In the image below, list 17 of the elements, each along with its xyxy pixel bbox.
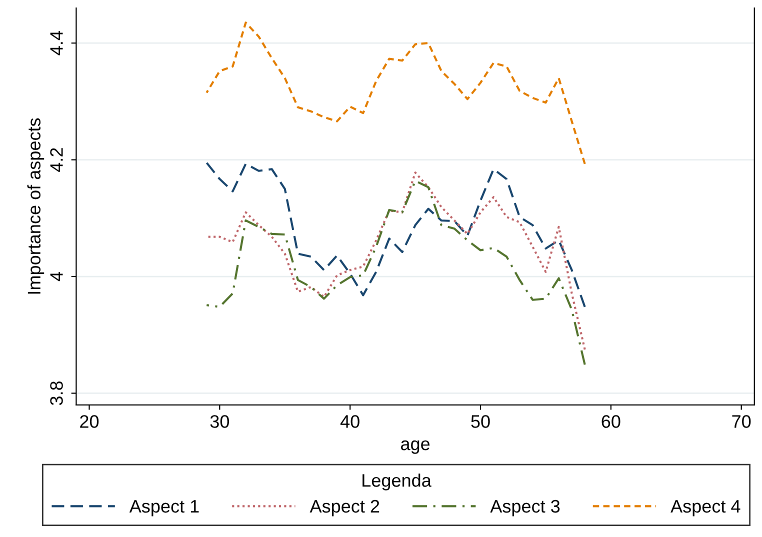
y-tick-label: 4.4 bbox=[50, 31, 63, 56]
x-tick-label: 60 bbox=[602, 415, 620, 428]
x-tick-label: 40 bbox=[340, 415, 360, 428]
y-tick-label: 4 bbox=[50, 272, 63, 282]
x-tick-label: 30 bbox=[210, 415, 229, 428]
x-tick-label: 70 bbox=[732, 415, 751, 428]
x-tick-label: 50 bbox=[471, 415, 490, 428]
x-tick-label: 20 bbox=[80, 415, 99, 428]
y-axis-title: Importance of aspects bbox=[27, 118, 44, 294]
legend-title: Legenda bbox=[362, 474, 432, 490]
legend-label: Aspect 2 bbox=[310, 500, 380, 516]
legend-label: Aspect 1 bbox=[129, 500, 199, 516]
y-tick-label: 4.2 bbox=[50, 148, 63, 172]
legend-label: Aspect 3 bbox=[490, 500, 560, 516]
x-axis-title: age bbox=[400, 440, 430, 454]
y-tick-label: 3.8 bbox=[50, 381, 63, 406]
legend-label: Aspect 4 bbox=[670, 500, 740, 516]
